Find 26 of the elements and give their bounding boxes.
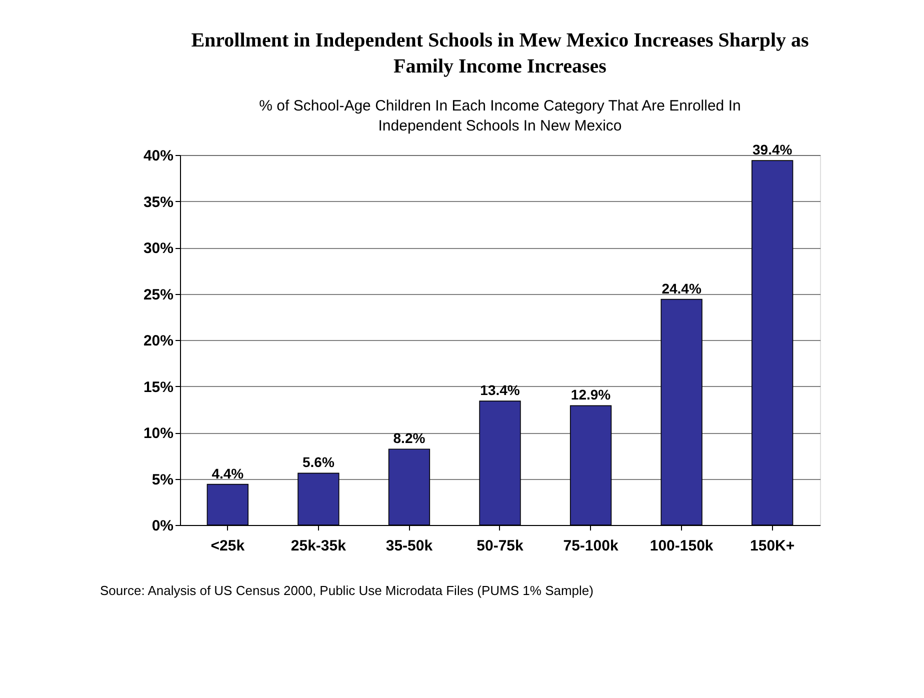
y-tick-label: 0% [152, 518, 174, 534]
y-tick-label: 20% [143, 332, 174, 350]
y-tick-label: 35% [143, 194, 174, 211]
y-tick-label: 30% [143, 240, 174, 257]
chart-subtitle: % of School-Age Children In Each Income Category That Are Enrolled In Independent Schools In New Mexico [259, 98, 741, 135]
y-tick-label: 5% [152, 471, 174, 488]
data-label: 39.4% [752, 142, 793, 158]
source-note: Source: Analysis of US Census 2000, Public Use Microdata Files (PUMS 1% Sample) [100, 583, 594, 598]
x-tick-label: 50-75k [476, 538, 524, 554]
data-label: 24.4% [662, 280, 702, 296]
x-tick-label: 100-150k [650, 538, 714, 554]
y-tick-label: 15% [143, 378, 174, 396]
x-tick-label: <25k [210, 538, 246, 554]
x-tick-label: 25k-35k [290, 538, 347, 554]
data-label: 4.4% [212, 465, 244, 482]
chart-title: Enrollment in Independent Schools in Mew Mexico Increases Sharply as Family Income Increases [191, 30, 810, 78]
y-tick-label: 40% [143, 148, 174, 164]
x-tick-label: 75-100k [563, 538, 619, 554]
y-tick-label: 10% [143, 425, 174, 442]
data-label: 13.4% [480, 382, 520, 398]
data-label: 5.6% [302, 454, 335, 470]
x-tick-label: 35-50k [386, 538, 434, 554]
x-tick-label: 150K+ [750, 538, 795, 554]
y-tick-label: 25% [143, 286, 174, 304]
data-label: 12.9% [570, 386, 612, 403]
data-label: 8.2% [393, 430, 426, 446]
